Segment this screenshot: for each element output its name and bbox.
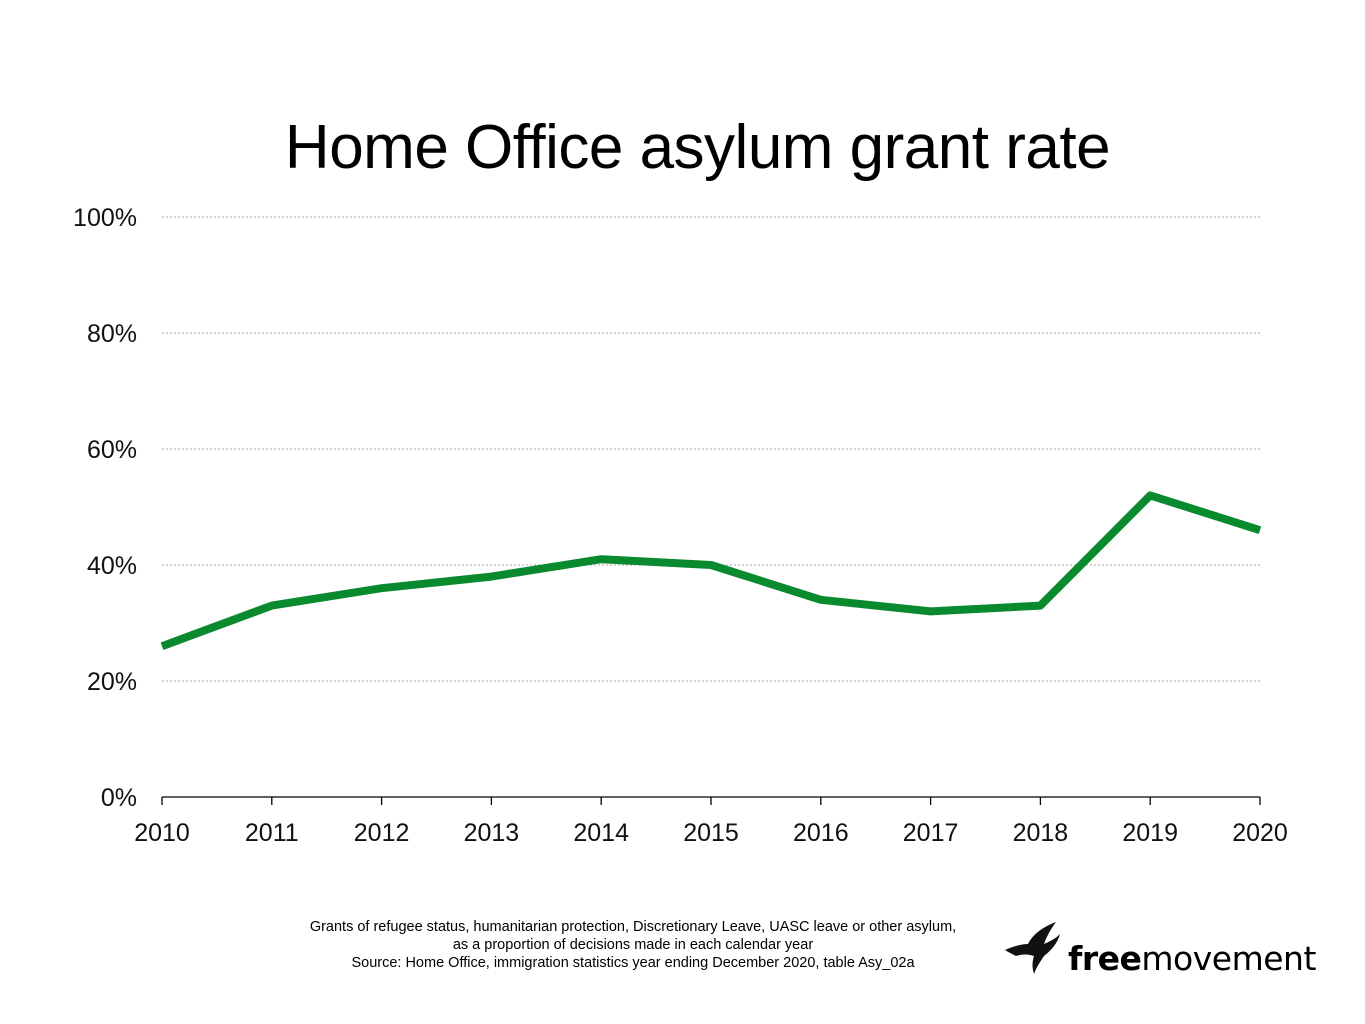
- y-tick-label: 20%: [87, 668, 137, 696]
- x-tick-label: 2018: [1013, 819, 1069, 847]
- grid-lines: [162, 216, 1260, 682]
- x-tick-label: 2016: [793, 819, 849, 847]
- footnote-line-2: as a proportion of decisions made in eac…: [452, 937, 814, 953]
- logo-word-free: free: [1068, 939, 1142, 978]
- x-tick-label: 2014: [573, 819, 629, 847]
- x-tick-label: 2013: [464, 819, 520, 847]
- footnote-line-1: Grants of refugee status, humanitarian p…: [309, 919, 957, 935]
- logo-word-movement: movement: [1141, 939, 1316, 978]
- x-tick-label: 2010: [134, 819, 190, 847]
- x-tick-label: 2011: [245, 819, 299, 847]
- x-tick-label: 2017: [903, 819, 959, 847]
- x-tick-labels: 2010 2011 2012 2013 2014 2015 2016 2017 2018 2019…: [134, 819, 1288, 847]
- x-axis: [161, 796, 1261, 805]
- bird-icon: [1005, 922, 1060, 974]
- logo-wordmark: freemovement: [1068, 939, 1316, 978]
- y-tick-label: 40%: [87, 552, 137, 580]
- series-line-0: [160, 491, 1262, 650]
- footnote: Grants of refugee status, humanitarian p…: [230, 918, 1036, 972]
- freemovement-logo: freemovement: [1004, 918, 1316, 978]
- y-tick-label: 80%: [87, 320, 137, 348]
- x-tick-label: 2015: [683, 819, 739, 847]
- series-layer: [160, 491, 1262, 650]
- chart-title: Home Office asylum grant rate: [284, 113, 1111, 182]
- x-tick-label: 2020: [1232, 819, 1288, 847]
- footnote-source: Source: Home Office, immigration statist…: [351, 955, 915, 971]
- x-tick-label: 2012: [354, 819, 410, 847]
- y-tick-label: 0%: [101, 784, 137, 812]
- y-tick-label: 100%: [73, 204, 137, 232]
- y-tick-labels: 0% 20% 40% 60% 80% 100%: [73, 204, 137, 812]
- y-tick-label: 60%: [87, 436, 137, 464]
- x-tick-label: 2019: [1122, 819, 1178, 847]
